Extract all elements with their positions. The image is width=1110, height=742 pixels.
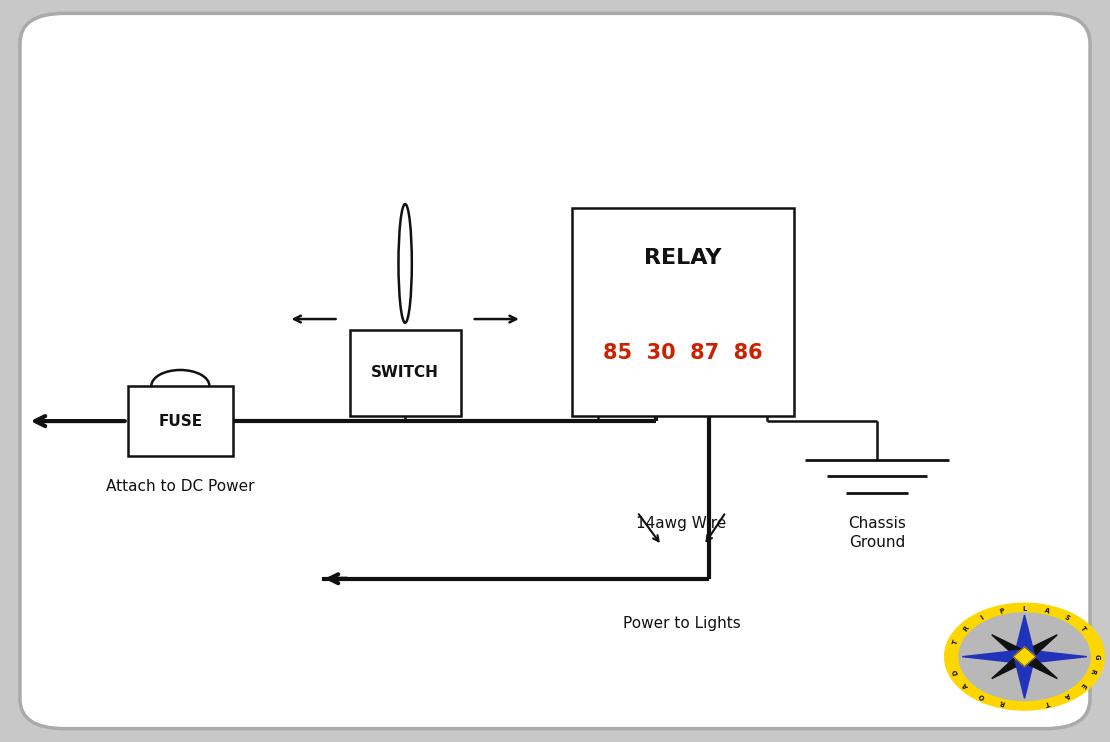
Text: P: P <box>999 608 1006 614</box>
Bar <box>128 386 233 456</box>
Text: A: A <box>1043 607 1050 614</box>
Text: I: I <box>979 614 985 621</box>
Text: G: G <box>1093 654 1100 660</box>
Polygon shape <box>1019 653 1058 679</box>
Circle shape <box>959 613 1090 700</box>
Polygon shape <box>962 650 1025 663</box>
Bar <box>350 330 461 416</box>
Text: D: D <box>952 668 960 675</box>
Text: T: T <box>1043 699 1050 706</box>
Text: E: E <box>1079 681 1087 689</box>
Text: RELAY: RELAY <box>644 248 722 268</box>
Text: R: R <box>1089 668 1097 675</box>
Text: A: A <box>962 681 970 689</box>
Text: SWITCH: SWITCH <box>371 365 440 381</box>
Text: Power to Lights: Power to Lights <box>623 616 740 631</box>
Bar <box>572 208 794 416</box>
Polygon shape <box>991 634 1030 660</box>
Text: T: T <box>952 639 960 645</box>
Circle shape <box>945 603 1104 710</box>
Text: S: S <box>1063 614 1070 622</box>
Text: Chassis
Ground: Chassis Ground <box>848 516 906 551</box>
Text: 85  30  87  86: 85 30 87 86 <box>603 344 763 363</box>
Text: Attach to DC Power: Attach to DC Power <box>107 479 254 493</box>
Polygon shape <box>1025 650 1087 663</box>
Text: L: L <box>1022 605 1027 611</box>
Text: O: O <box>978 692 987 700</box>
Polygon shape <box>1019 634 1058 660</box>
Polygon shape <box>991 653 1030 679</box>
Text: A: A <box>1063 692 1071 700</box>
Polygon shape <box>1015 615 1035 657</box>
Ellipse shape <box>398 204 412 323</box>
Polygon shape <box>1013 647 1036 666</box>
Polygon shape <box>1015 657 1035 698</box>
Text: 14awg Wire: 14awg Wire <box>636 516 727 531</box>
Text: T: T <box>1079 625 1087 632</box>
Text: FUSE: FUSE <box>159 413 202 429</box>
Text: R: R <box>962 625 970 632</box>
Text: R: R <box>999 699 1006 706</box>
